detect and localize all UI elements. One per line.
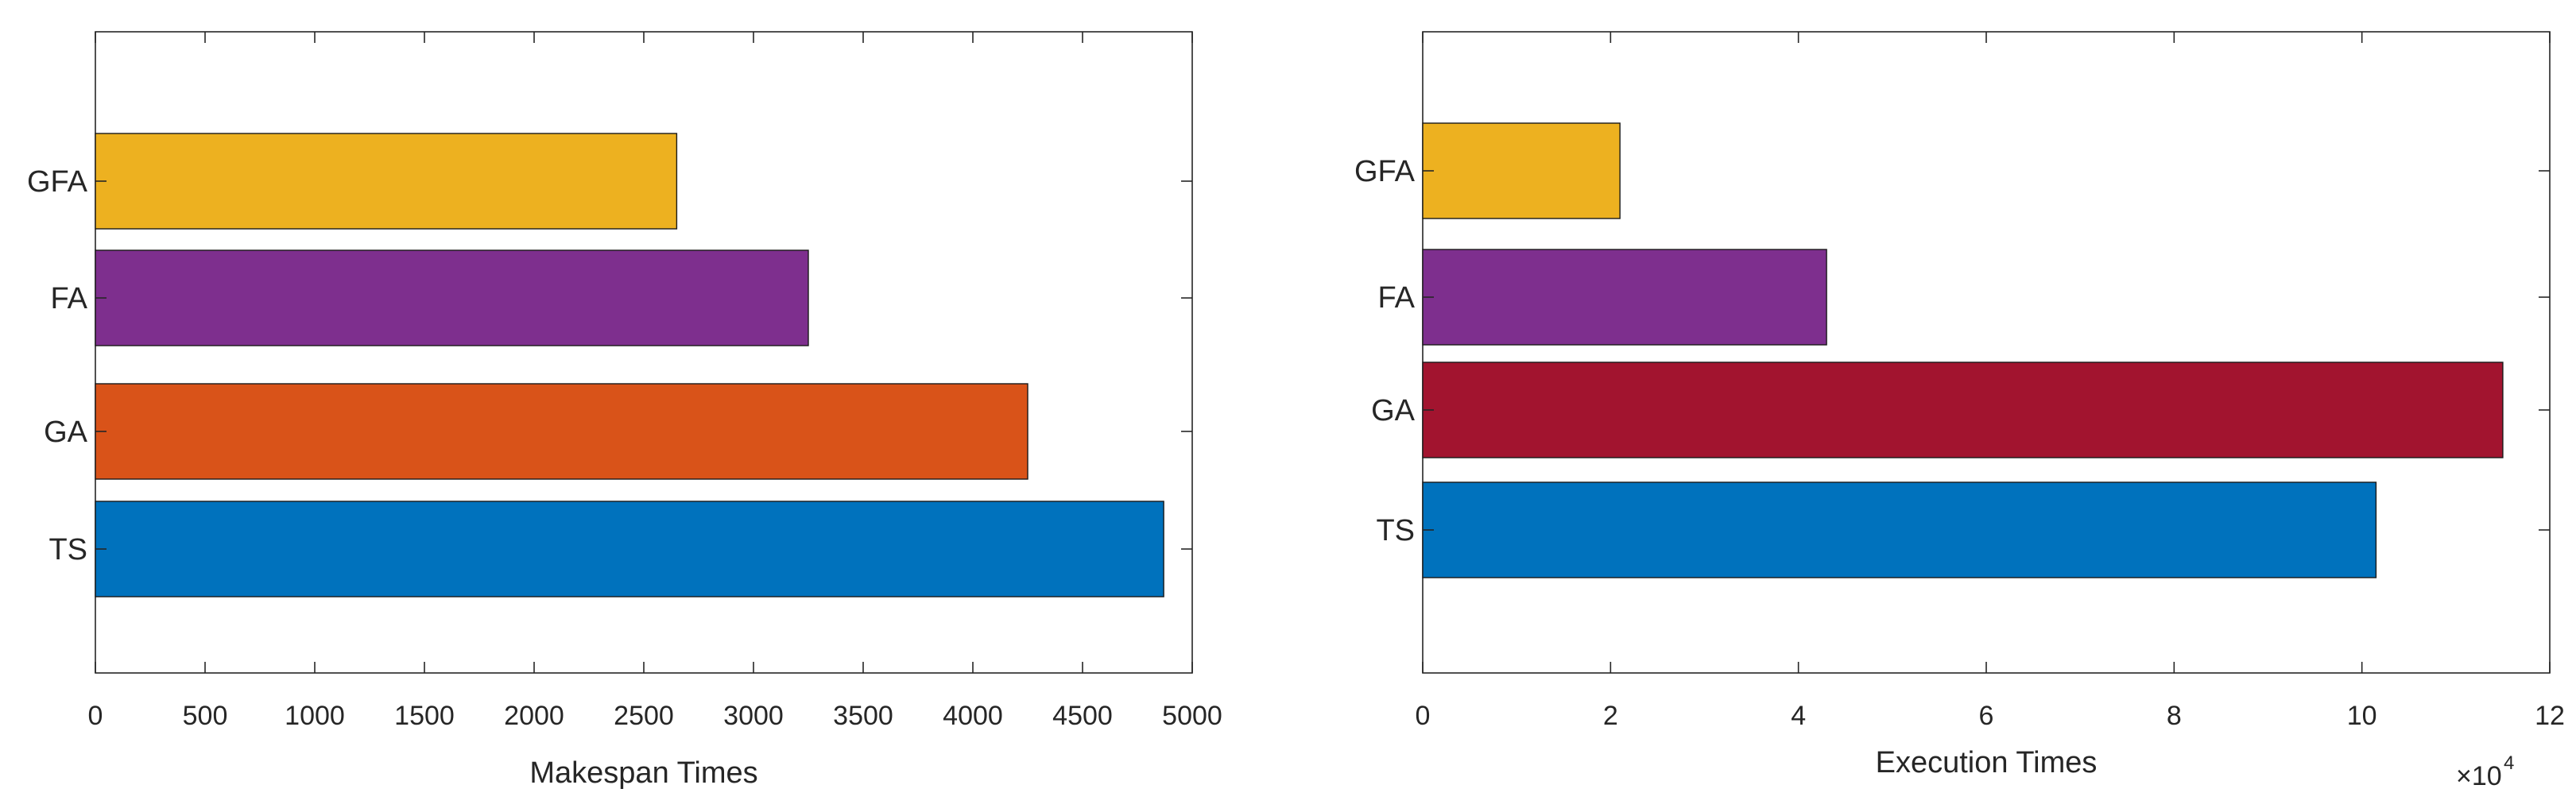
x-tick-label: 2 (1603, 701, 1618, 731)
x-tick-label: 10 (2347, 701, 2377, 731)
chart-1: TS GA FA GFA 0 500 1000 1500 2000 2500 3000 3500 400… (27, 31, 1222, 790)
y-tick-label-fa: FA (1378, 281, 1416, 315)
x-tick-label: 3500 (833, 701, 893, 731)
x-axis-label: Makespan Times (529, 756, 757, 790)
x-tick-label: 0 (1416, 701, 1431, 731)
x-tick-label: 5000 (1162, 701, 1222, 731)
x-tick-label: 6 (1979, 701, 1994, 731)
bar-ts (1422, 481, 2377, 578)
bar-gfa (1422, 122, 1621, 219)
x-tick-label: 1500 (394, 701, 455, 731)
x-tick-label: 4000 (943, 701, 1003, 731)
bar-fa (95, 249, 809, 346)
y-tick-label-fa: FA (51, 282, 88, 315)
x-tick-label: 2500 (614, 701, 674, 731)
x-axis-label: Execution Times (1876, 746, 2098, 779)
x-tick-label: 500 (183, 701, 228, 731)
x-tick-label: 4 (1791, 701, 1806, 731)
x-axis-exponent-power: 4 (2504, 752, 2514, 774)
bar-ga (95, 383, 1028, 480)
bar-ts (95, 501, 1164, 597)
x-tick-label: 3000 (723, 701, 784, 731)
y-tick-label-ga: GA (44, 416, 88, 449)
y-tick-label-gfa: GFA (27, 165, 88, 199)
x-tick-label: 4500 (1052, 701, 1113, 731)
x-tick-label: 2000 (504, 701, 564, 731)
y-tick-label-ts: TS (1376, 514, 1415, 547)
x-tick-label: 8 (2167, 701, 2182, 731)
y-tick-label-ts: TS (48, 533, 87, 566)
x-tick-label: 12 (2535, 701, 2565, 731)
x-axis-exponent: ×10 (2456, 761, 2502, 791)
x-tick-label: 1000 (285, 701, 345, 731)
bar-fa (1422, 249, 1827, 346)
x-tick-label: 0 (88, 701, 103, 731)
bar-ga (1422, 362, 2504, 458)
y-tick-label-ga: GA (1371, 394, 1416, 427)
y-tick-label-gfa: GFA (1354, 155, 1416, 188)
bar-gfa (95, 133, 678, 230)
